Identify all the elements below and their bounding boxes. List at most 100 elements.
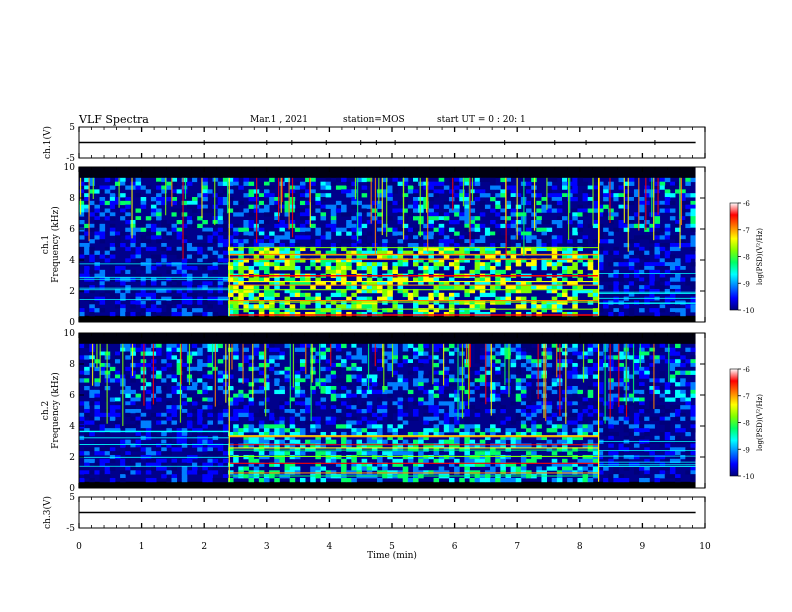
spectrogram-cell (192, 254, 198, 259)
spectrogram-cell (263, 431, 270, 437)
spectrogram-cell (161, 200, 167, 206)
spectrogram-cell (171, 208, 178, 213)
spectrogram-cell (289, 431, 296, 437)
spectrogram-cell (433, 235, 440, 240)
spectrogram-cell (228, 386, 234, 391)
spectrogram-cell (305, 408, 311, 414)
spectrogram-cell (613, 420, 619, 425)
spectrogram-cell (664, 288, 671, 294)
spectrogram-cell (289, 250, 296, 255)
spectrogram-cell (500, 220, 506, 225)
spectrogram-cell (361, 416, 368, 421)
spectrogram-cell (289, 435, 296, 441)
spectrogram-cell (202, 412, 208, 418)
spectrogram-cell (664, 296, 671, 301)
spectrogram-cell (351, 355, 357, 360)
spectrogram-cell (181, 242, 188, 248)
spectrogram-cell (644, 458, 650, 464)
spectrogram-cell (181, 235, 188, 240)
spectrogram-cell (402, 262, 409, 267)
spectrogram-cell (114, 265, 121, 271)
spectrogram-cell (99, 474, 106, 479)
spectrogram-cell (690, 370, 697, 375)
spectrogram-cell (562, 458, 568, 464)
spectrogram-cell (197, 177, 203, 183)
spectrogram-cell (418, 265, 424, 271)
spectrogram-cell (675, 435, 681, 441)
spectrogram-cell (654, 216, 661, 221)
spectrogram-cell (361, 359, 368, 364)
spectrogram-cell (551, 254, 558, 259)
spectrogram-cell (156, 181, 162, 186)
spectrogram-cell (448, 401, 455, 406)
spectrogram-cell (135, 193, 142, 198)
spectrogram-cell (125, 366, 131, 372)
spectrogram-cell (253, 366, 260, 372)
spectrogram-cell (613, 397, 619, 402)
spectrogram-cell (99, 424, 106, 429)
spectrogram-cell (618, 405, 625, 410)
spectrogram-cell (505, 416, 512, 421)
spectrogram-cell (464, 311, 470, 317)
spectrogram-cell (89, 288, 95, 294)
spectrogram-cell (371, 359, 378, 364)
spectrogram-cell (423, 405, 429, 410)
spectrogram-cell (551, 246, 558, 252)
spectrogram-cell (315, 351, 321, 356)
spectrogram-cell (166, 351, 172, 356)
spectrogram-cell (397, 288, 404, 294)
spectrogram-cell (222, 197, 229, 202)
spectrogram-cell (269, 197, 275, 202)
spectrogram-cell (269, 462, 275, 467)
spectrogram-cell (84, 204, 90, 209)
spectrogram-cell (669, 216, 676, 221)
spectrogram-cell (459, 477, 465, 483)
spectrogram-cell (79, 416, 85, 421)
spectrogram-cell (418, 431, 424, 437)
spectrogram-cell (418, 200, 424, 206)
spectrogram-cell (500, 355, 506, 360)
spectrogram-cell (84, 242, 90, 248)
spectrogram-cell (526, 285, 532, 290)
spectrogram-cell (479, 265, 486, 271)
spectrogram-cell (680, 389, 686, 395)
spectrogram-cell (330, 370, 337, 375)
spectrogram-cell (520, 462, 527, 467)
spectrogram-cell (279, 265, 285, 271)
spectrogram-cell (325, 181, 332, 186)
spectrogram-cell (186, 281, 193, 286)
spectrogram-cell (222, 212, 229, 217)
spectrogram-cell (243, 304, 249, 309)
spectrogram-cell (125, 227, 131, 232)
spectrogram-cell (89, 308, 95, 313)
spectrogram-cell (608, 185, 614, 190)
spectrogram-cell (315, 439, 321, 444)
spectrogram-cell (125, 311, 131, 317)
spectrogram-cell (310, 262, 316, 267)
spectrogram-cell (186, 200, 193, 206)
spectrogram-cell (202, 242, 208, 248)
spectrogram-cell (613, 389, 619, 395)
spectrogram-cell (263, 235, 270, 240)
spectrogram-cell (181, 281, 188, 286)
spectrogram-cell (433, 405, 440, 410)
spectrogram-cell (207, 405, 213, 410)
spectrogram-cell (418, 397, 424, 402)
spectrogram-cell (279, 246, 285, 252)
spectrogram-cell (454, 231, 460, 236)
spectrogram-cell (562, 181, 568, 186)
spectrogram-cell (305, 227, 311, 232)
spectrogram-cell (438, 281, 445, 286)
spectrogram-cell (279, 451, 285, 456)
spectrogram-cell (351, 454, 357, 460)
spectrogram-cell (474, 351, 481, 356)
spectrogram-cell (233, 288, 239, 294)
spectrogram-cell (377, 454, 383, 460)
spectrogram-cell (551, 177, 558, 183)
y-tick-label: 2 (69, 287, 75, 297)
spectrogram-cell (495, 185, 501, 190)
spectrogram-cell (500, 212, 506, 217)
spectrogram-cell (546, 420, 553, 425)
spectrogram-cell (377, 477, 383, 483)
spectrogram-cell (659, 370, 666, 375)
